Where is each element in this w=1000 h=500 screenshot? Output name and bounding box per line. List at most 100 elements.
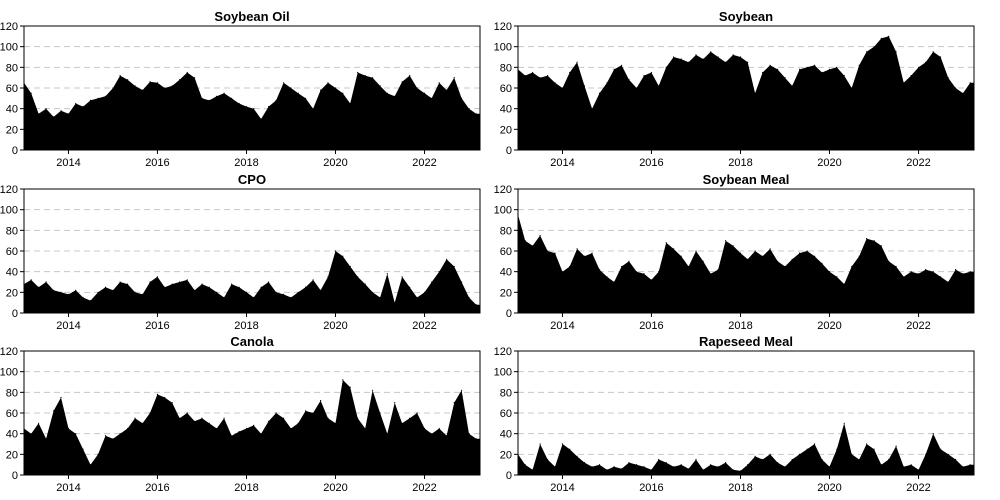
chart-0-point-24 (201, 97, 203, 99)
chart-3-point-35 (777, 260, 779, 262)
chart-3-point-18 (650, 279, 653, 281)
chart-4-point-59 (461, 389, 463, 391)
chart-2-point-42 (334, 250, 337, 252)
chart-1-point-5 (554, 82, 556, 84)
chart-2-point-48 (379, 296, 381, 299)
chart-5-point-21 (673, 466, 675, 468)
chart-1-point-1 (524, 75, 526, 77)
chart-4-point-35 (283, 417, 285, 419)
chart-0-point-47 (372, 77, 374, 79)
chart-0-point-30 (245, 106, 248, 108)
chart-3-ytick-label-4: 80 (500, 225, 512, 237)
chart-3-point-30 (739, 252, 742, 254)
chart-0-point-33 (268, 106, 270, 108)
chart-3-ytick-label-5: 100 (494, 205, 512, 217)
chart-4-point-33 (268, 420, 270, 422)
chart-3-point-15 (628, 260, 630, 262)
chart-0-point-6 (67, 113, 70, 115)
chart-5-ytick-label-4: 80 (500, 387, 512, 399)
chart-1-ytick-label-3: 60 (500, 83, 512, 95)
chart-0-point-3 (45, 108, 47, 110)
chart-1-title: Soybean (719, 9, 773, 24)
chart-4-point-18 (156, 393, 158, 395)
chart-4-xtick-label-4: 2022 (412, 482, 436, 494)
chart-2-xtick-label-4: 2022 (412, 320, 436, 332)
chart-5-point-51 (895, 445, 897, 447)
chart-5-point-39 (806, 448, 808, 450)
chart-3-xtick-label-4: 2022 (906, 320, 930, 332)
chart-2-ytick-label-4: 80 (6, 225, 18, 237)
chart-1-point-10 (591, 108, 593, 110)
chart-1-point-47 (866, 51, 868, 53)
chart-3-point-12 (606, 276, 608, 278)
chart-0-series-area (24, 72, 480, 150)
chart-5-point-23 (688, 468, 690, 470)
chart-4-point-29 (238, 431, 240, 433)
chart-2-point-33 (268, 281, 270, 283)
chart-0-point-4 (53, 116, 55, 118)
chart-5-xtick-label-4: 2022 (906, 482, 930, 494)
chart-4-point-56 (438, 427, 440, 430)
chart-0-point-20 (171, 85, 173, 87)
chart-0-point-58 (453, 77, 455, 79)
chart-1-point-56 (932, 51, 934, 53)
chart-1-point-32 (754, 92, 756, 94)
chart-5-series-area (518, 423, 974, 475)
chart-5-point-17 (643, 466, 645, 468)
chart-2-point-44 (349, 265, 351, 268)
chart-0-point-42 (334, 87, 337, 89)
chart-5-point-8 (576, 455, 578, 457)
chart-0-point-50 (394, 95, 396, 97)
chart-3-ytick-label-3: 60 (500, 246, 512, 258)
chart-4-xtick-label-3: 2020 (323, 482, 347, 494)
chart-4-point-46 (364, 427, 366, 430)
chart-3-point-27 (717, 269, 719, 271)
chart-1-ytick-label-5: 100 (494, 42, 512, 54)
chart-1-point-57 (940, 56, 942, 58)
chart-4-point-42 (334, 422, 337, 424)
chart-2-point-11 (104, 286, 107, 288)
chart-0-xtick-label-4: 2022 (412, 157, 436, 169)
chart-4-point-45 (357, 417, 359, 419)
chart-0-point-48 (379, 85, 381, 87)
chart-5-point-3 (539, 443, 541, 445)
chart-4-ytick-label-4: 80 (6, 387, 18, 399)
chart-4-point-39 (312, 412, 314, 414)
chart-3-point-33 (762, 255, 764, 257)
chart-4-point-37 (297, 422, 299, 424)
chart-2-point-18 (156, 276, 158, 278)
chart-5-point-19 (658, 458, 660, 461)
chart-5-point-6 (561, 443, 564, 445)
chart-2-point-22 (186, 279, 188, 281)
chart-0-point-34 (275, 99, 277, 101)
chart-4-point-5 (60, 396, 62, 399)
chart-1-point-48 (873, 46, 875, 48)
chart-3-point-2 (532, 245, 534, 247)
chart-2-xtick-label-0: 2014 (56, 320, 80, 332)
chart-5-point-24 (695, 458, 697, 461)
chart-0-point-55 (431, 97, 433, 99)
chart-3-point-36 (784, 265, 786, 268)
chart-4-point-11 (104, 435, 107, 437)
chart-2-point-2 (38, 286, 40, 288)
chart-2-point-8 (82, 296, 84, 299)
chart-1-panel: Soybean 0 20 40 60 80 100 120 2014 2016 2018 2020 20… (494, 9, 975, 169)
chart-4-point-55 (431, 433, 433, 435)
chart-0-point-51 (401, 81, 403, 83)
chart-4-point-9 (89, 464, 92, 466)
chart-5-point-9 (583, 462, 586, 464)
chart-1-point-35 (777, 68, 779, 70)
chart-5-point-54 (918, 469, 920, 471)
chart-2-point-21 (179, 281, 181, 283)
chart-5-point-34 (769, 453, 771, 455)
chart-4-point-1 (30, 433, 32, 435)
chart-5-point-33 (762, 458, 764, 461)
chart-5-point-46 (858, 458, 860, 461)
chart-0-point-31 (253, 108, 255, 110)
chart-4-point-28 (231, 435, 233, 437)
chart-1-point-33 (762, 71, 764, 74)
chart-1-point-49 (880, 37, 882, 40)
chart-3-point-7 (569, 265, 571, 268)
chart-1-point-13 (613, 68, 615, 70)
